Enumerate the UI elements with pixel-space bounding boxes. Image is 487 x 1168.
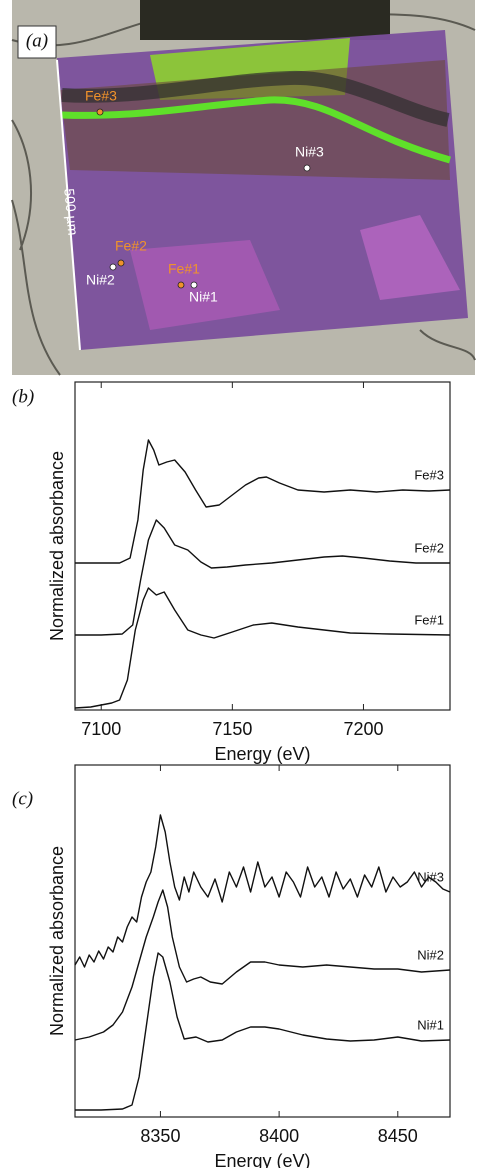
panel-label: (c) (12, 788, 33, 809)
sample-point (303, 164, 311, 172)
x-tick-label: 7150 (212, 719, 252, 739)
panel-label: (a) (26, 30, 48, 51)
sample-point-label: Ni#2 (86, 272, 115, 288)
series-label: Ni#1 (417, 1017, 444, 1032)
series-label: Fe#3 (414, 467, 444, 482)
sample-point (109, 263, 117, 271)
sample-point-label: Fe#1 (168, 261, 200, 277)
x-tick-label: 8350 (140, 1126, 180, 1146)
x-tick-label: 8400 (259, 1126, 299, 1146)
micrograph: (a) 500 µm Fe#3 Ni#3 Fe#2 Ni#2 Fe#1 Ni#1 (11, 0, 476, 376)
spectrum-line (75, 952, 451, 1111)
sample-point-label: Ni#3 (295, 144, 324, 160)
panel-label-box (17, 25, 57, 59)
sample-point-label: Fe#2 (115, 238, 147, 254)
spectrum-line (74, 587, 451, 709)
sample-point (117, 259, 125, 267)
series-label: Fe#2 (414, 540, 444, 555)
scale-bar-label: 500 µm (61, 188, 81, 236)
image-dark-region (140, 0, 390, 40)
map-green-vein (61, 96, 451, 164)
spectrum-line (75, 519, 450, 636)
sample-point-label: Fe#3 (85, 88, 117, 104)
sample-points: Fe#3 Ni#3 Fe#2 Ni#2 Fe#1 Ni#1 (85, 88, 324, 305)
map-pink-region (360, 215, 460, 300)
panel-label: (b) (12, 386, 34, 407)
scale-bar (56, 59, 81, 351)
spectrum-line (74, 889, 451, 1041)
x-axis-label: Energy (eV) (214, 1151, 310, 1168)
plot-frame (74, 381, 451, 711)
x-axis-label: Energy (eV) (214, 744, 310, 764)
spectrum-line (74, 814, 451, 968)
x-tick-label: 7200 (343, 719, 383, 739)
sample-point-label: Ni#1 (189, 289, 218, 305)
charts: (b) Normalized absorbance Energy (eV) 7100 7… (12, 381, 451, 1168)
y-axis-label: Normalized absorbance (47, 846, 67, 1036)
x-tick-label: 8450 (378, 1126, 418, 1146)
series-label: Fe#1 (414, 612, 444, 627)
y-axis-label: Normalized absorbance (47, 451, 67, 641)
plot-frame (74, 764, 451, 1118)
map-dark-vein (61, 70, 450, 127)
sample-point (190, 281, 198, 289)
sample-point (96, 108, 104, 116)
sample-point (177, 281, 185, 289)
spectrum-line (75, 439, 451, 564)
map-pink-region (130, 240, 280, 330)
series-label: Ni#3 (417, 869, 444, 884)
x-tick-label: 7100 (81, 719, 121, 739)
series-label: Ni#2 (417, 947, 444, 962)
